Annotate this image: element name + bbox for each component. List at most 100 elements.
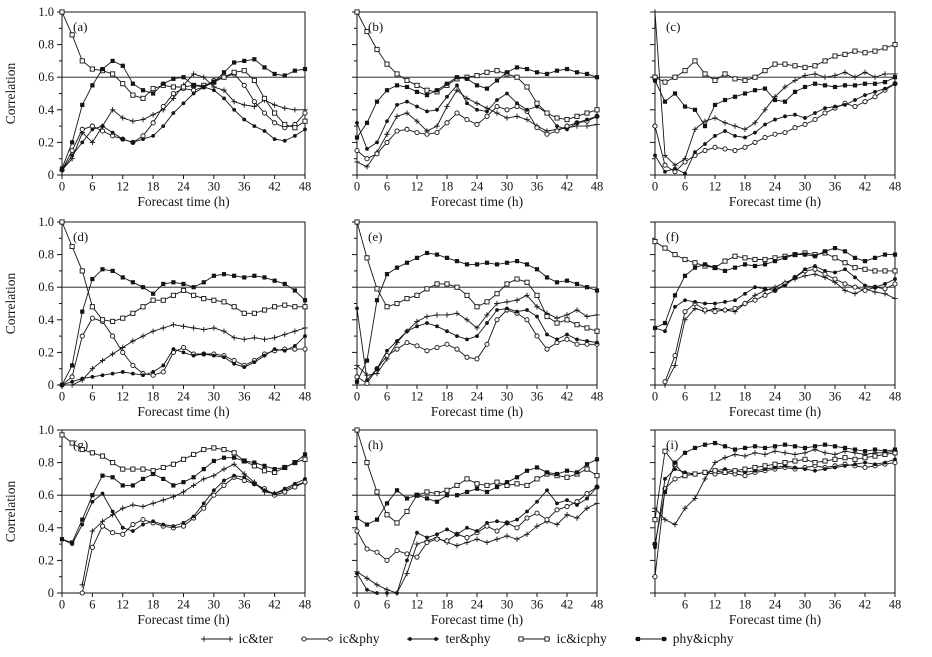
x-tick-label: 36 xyxy=(531,390,544,404)
open-square-marker xyxy=(251,77,257,84)
dot-marker xyxy=(70,153,75,158)
dot-marker xyxy=(425,109,429,114)
filled-square-marker xyxy=(852,447,858,452)
circle-marker xyxy=(394,128,400,134)
circle-marker xyxy=(160,103,166,110)
open-square-marker xyxy=(272,304,278,310)
open-square-marker xyxy=(231,304,237,310)
dot-marker xyxy=(883,86,887,91)
panel-label: (e) xyxy=(368,229,382,244)
plus-marker xyxy=(120,505,126,511)
dot-marker xyxy=(232,361,237,366)
plus-marker xyxy=(364,575,370,582)
dot-marker xyxy=(653,545,657,550)
filled-square-marker xyxy=(692,107,698,112)
filled-square-marker xyxy=(842,445,848,451)
filled-square-marker xyxy=(882,449,888,454)
circle-marker xyxy=(160,369,166,375)
y-axis-label: Correlation xyxy=(3,273,18,335)
circle-marker xyxy=(434,130,440,136)
dot-marker xyxy=(555,337,559,342)
filled-square-marker xyxy=(374,517,380,522)
x-tick-label: 42 xyxy=(268,180,281,194)
circle-marker xyxy=(534,125,540,131)
filled-square-marker xyxy=(282,465,287,470)
filled-square-marker xyxy=(742,91,748,96)
dot-marker xyxy=(803,116,807,120)
circle-marker xyxy=(652,123,658,129)
filled-square-marker xyxy=(100,473,105,478)
open-square-marker xyxy=(474,481,480,487)
x-tick-label: 0 xyxy=(354,598,360,612)
plus-marker xyxy=(89,139,96,146)
open-square-marker xyxy=(59,9,65,15)
dot-marker xyxy=(161,363,166,368)
dot-marker xyxy=(663,169,667,174)
filled-square-marker xyxy=(504,480,510,485)
circle-marker xyxy=(662,379,668,385)
circle-marker xyxy=(544,346,550,352)
plus-marker xyxy=(364,164,370,170)
dot-marker xyxy=(435,107,439,112)
series-ic-and-phy xyxy=(354,103,600,162)
plus-marker xyxy=(302,325,308,331)
plus-marker xyxy=(882,291,888,297)
filled-square-marker xyxy=(59,382,65,388)
dot-marker xyxy=(80,522,85,527)
dot-marker xyxy=(475,334,479,338)
filled-square-marker xyxy=(110,58,115,63)
open-square-marker xyxy=(892,42,898,48)
filled-square-marker xyxy=(892,447,898,452)
circle-marker xyxy=(852,284,858,290)
open-square-marker xyxy=(882,45,888,51)
open-square-marker xyxy=(524,279,530,285)
dot-marker xyxy=(70,379,75,384)
filled-square-marker xyxy=(534,70,540,75)
dot-marker xyxy=(873,285,877,290)
dot-marker xyxy=(395,103,399,107)
plus-marker xyxy=(594,121,600,128)
open-square-marker xyxy=(872,453,878,459)
circle-marker xyxy=(99,523,106,529)
circle-marker xyxy=(424,539,430,546)
dot-marker xyxy=(455,334,459,338)
x-tick-label: 18 xyxy=(441,598,454,612)
filled-square-marker xyxy=(464,76,470,81)
plus-marker xyxy=(282,105,288,111)
open-square-marker xyxy=(374,286,380,292)
plus-marker xyxy=(170,321,177,328)
dot-marker xyxy=(525,107,529,112)
plus-marker xyxy=(494,300,500,307)
open-square-marker xyxy=(732,76,738,82)
open-square-marker xyxy=(518,636,525,642)
dot-marker xyxy=(161,124,166,128)
plus-marker xyxy=(211,472,217,479)
plus-marker xyxy=(812,71,818,77)
filled-square-marker xyxy=(762,445,768,451)
plus-marker xyxy=(434,312,440,318)
filled-square-marker xyxy=(252,273,257,278)
filled-square-marker xyxy=(302,66,308,72)
circle-marker xyxy=(682,159,688,165)
plus-marker xyxy=(464,317,470,323)
plus-marker xyxy=(484,539,490,546)
dot-marker xyxy=(365,587,369,592)
open-square-marker xyxy=(221,447,227,453)
circle-marker xyxy=(384,557,390,563)
filled-square-marker xyxy=(232,60,237,65)
filled-square-marker xyxy=(762,262,768,267)
open-square-marker xyxy=(702,71,708,77)
plus-marker xyxy=(822,450,828,456)
filled-square-marker xyxy=(434,499,440,504)
dot-marker xyxy=(242,365,247,369)
circle-marker xyxy=(69,374,75,380)
plus-marker xyxy=(414,118,420,124)
circle-marker xyxy=(742,144,748,150)
open-square-marker xyxy=(180,84,187,90)
plus-marker xyxy=(424,313,430,320)
plus-marker xyxy=(564,512,570,518)
dot-marker xyxy=(292,133,297,138)
filled-square-marker xyxy=(722,444,728,449)
dot-marker xyxy=(465,525,469,530)
plus-marker xyxy=(261,336,268,343)
